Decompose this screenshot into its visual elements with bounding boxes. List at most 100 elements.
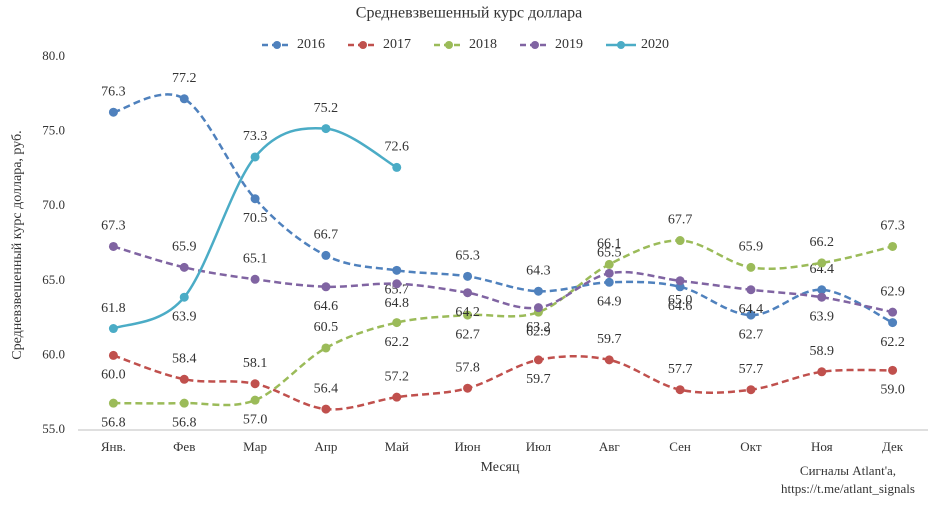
- data-label: 58.9: [810, 344, 835, 359]
- y-tick-label: 70.0: [42, 197, 65, 212]
- data-point: [533, 303, 543, 313]
- data-label: 66.7: [314, 228, 339, 243]
- data-label: 57.0: [243, 412, 268, 427]
- data-point: [817, 367, 827, 377]
- data-label: 65.7: [385, 283, 410, 298]
- data-point: [108, 398, 118, 408]
- data-point: [675, 385, 685, 395]
- data-point: [604, 355, 614, 365]
- data-point: [108, 350, 118, 360]
- data-label: 57.7: [668, 362, 693, 377]
- data-point: [746, 262, 756, 272]
- data-label: 65.9: [739, 240, 764, 255]
- legend-marker: [359, 41, 367, 49]
- data-point: [250, 274, 260, 284]
- data-point: [604, 268, 614, 278]
- data-point: [463, 271, 473, 281]
- legend-label: 2020: [641, 37, 669, 52]
- data-label: 66.2: [810, 235, 835, 250]
- legend-marker: [531, 41, 539, 49]
- y-tick-label: 55.0: [42, 421, 65, 436]
- data-point: [250, 379, 260, 389]
- data-label: 59.7: [597, 332, 622, 347]
- data-point: [321, 282, 331, 292]
- x-tick-label: Фев: [173, 439, 195, 454]
- data-label: 64.8: [385, 296, 410, 311]
- series-line: [113, 93, 894, 324]
- y-tick-label: 80.0: [42, 48, 65, 63]
- data-point: [321, 124, 331, 134]
- data-label: 66.1: [597, 237, 622, 252]
- y-tick-label: 65.0: [42, 272, 65, 287]
- data-label: 60.5: [314, 320, 339, 335]
- data-label: 62.2: [385, 335, 410, 350]
- data-point: [321, 404, 331, 414]
- y-tick-label: 75.0: [42, 123, 65, 138]
- data-label: 56.4: [314, 381, 339, 396]
- data-label: 58.1: [243, 356, 268, 371]
- source-line: https://t.me/atlant_signals: [781, 481, 915, 496]
- data-label: 72.6: [385, 140, 410, 155]
- legend-label: 2017: [383, 37, 411, 52]
- data-point: [888, 307, 898, 317]
- series-line: [112, 126, 398, 330]
- data-point: [675, 276, 685, 286]
- data-label: 64.4: [739, 302, 764, 317]
- data-label: 65.9: [172, 240, 197, 255]
- data-point: [108, 324, 118, 334]
- data-label: 56.8: [172, 415, 197, 430]
- data-point: [250, 395, 260, 405]
- data-point: [463, 383, 473, 393]
- x-tick-label: Июл: [526, 439, 552, 454]
- data-point: [392, 318, 402, 328]
- data-point: [746, 385, 756, 395]
- legend-label: 2016: [297, 37, 325, 52]
- data-label: 77.2: [172, 71, 197, 86]
- x-tick-label: Дек: [882, 439, 904, 454]
- data-label: 64.6: [314, 299, 339, 314]
- legend-label: 2019: [555, 37, 583, 52]
- x-tick-label: Сен: [669, 439, 691, 454]
- data-label: 62.9: [880, 284, 905, 299]
- data-label: 58.4: [172, 351, 197, 366]
- data-label: 62.2: [880, 335, 905, 350]
- data-label: 62.7: [455, 327, 480, 342]
- legend-label: 2018: [469, 37, 497, 52]
- data-label: 67.7: [668, 213, 693, 228]
- data-point: [321, 343, 331, 353]
- data-point: [463, 288, 473, 298]
- legend-marker: [273, 41, 281, 49]
- data-point: [321, 250, 331, 260]
- data-point: [817, 258, 827, 268]
- data-label: 65.0: [668, 293, 693, 308]
- data-label: 57.2: [385, 369, 410, 384]
- data-label: 63.9: [810, 309, 835, 324]
- data-point: [179, 262, 189, 272]
- data-label: 65.5: [597, 246, 622, 261]
- data-point: [888, 241, 898, 251]
- data-label: 56.8: [101, 415, 126, 430]
- legend-marker: [445, 41, 453, 49]
- data-label: 65.3: [455, 249, 480, 264]
- data-point: [604, 259, 614, 269]
- data-label: 64.2: [455, 305, 480, 320]
- x-tick-label: Окт: [740, 439, 762, 454]
- data-point: [250, 152, 260, 162]
- x-axis-label: Месяц: [481, 460, 520, 475]
- data-point: [179, 292, 189, 302]
- source-line: Сигналы Atlant'a,: [800, 463, 896, 478]
- y-tick-label: 60.0: [42, 346, 65, 361]
- data-label: 60.0: [101, 368, 126, 383]
- data-point: [392, 279, 402, 289]
- x-tick-label: Июн: [455, 439, 481, 454]
- data-point: [533, 286, 543, 296]
- data-point: [675, 236, 685, 246]
- data-point: [179, 398, 189, 408]
- data-point: [888, 318, 898, 328]
- data-point: [179, 374, 189, 384]
- x-tick-label: Янв.: [101, 439, 126, 454]
- data-label: 64.9: [597, 295, 622, 310]
- data-point: [108, 241, 118, 251]
